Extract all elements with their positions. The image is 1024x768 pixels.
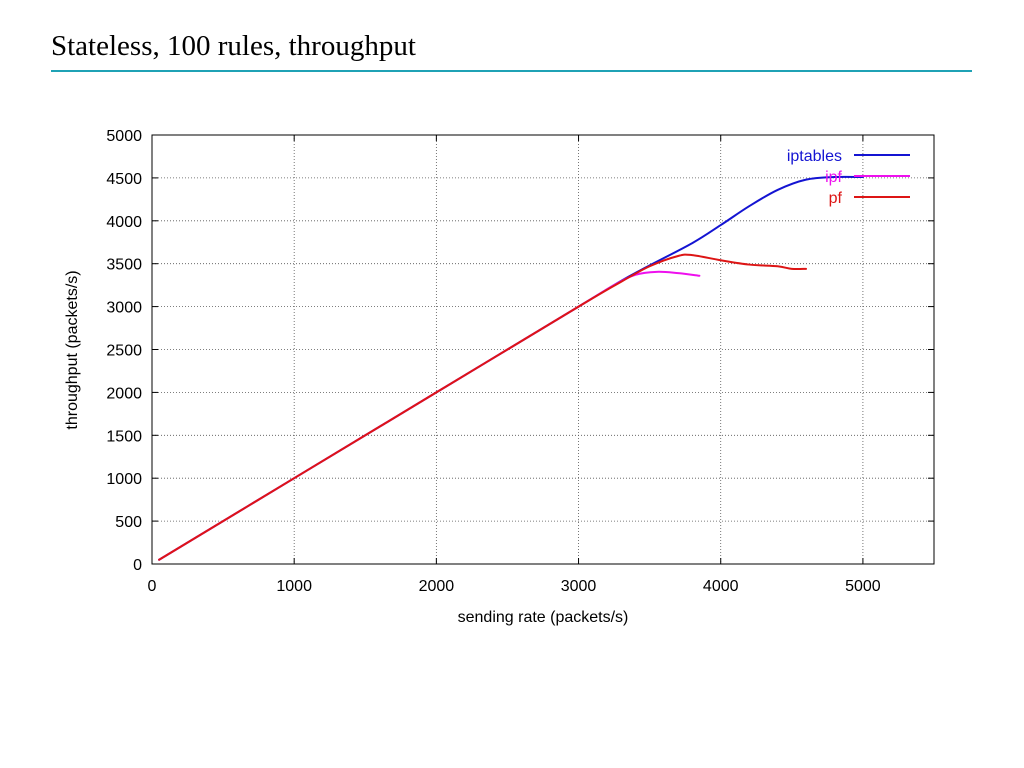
y-tick-label: 1000: [106, 471, 142, 488]
y-tick-label: 5000: [106, 128, 142, 145]
grid-lines: [152, 135, 934, 564]
legend: iptables ipf pf: [787, 148, 910, 207]
series-line-iptables: [158, 175, 864, 561]
y-tick-label: 2000: [106, 385, 142, 402]
series-line-ipf: [158, 270, 701, 561]
y-axis-title: throughput (packets/s): [64, 270, 81, 429]
x-tick-label: 4000: [703, 578, 739, 595]
y-tick-label: 2500: [106, 343, 142, 360]
legend-label-ipf: ipf: [825, 169, 842, 186]
y-tick-label: 4500: [106, 171, 142, 188]
x-tick-label: 0: [148, 578, 157, 595]
y-tick-label: 3000: [106, 300, 142, 317]
y-tick-label: 0: [133, 557, 142, 574]
y-tick-label: 3500: [106, 257, 142, 274]
axis-ticks: 0 500 1000 1500 2000 2500 3000 3500 4000 4500 5000…: [106, 128, 934, 595]
slide-title: Stateless, 100 rules, throughput: [51, 30, 416, 62]
x-axis-title: sending rate (packets/s): [458, 609, 629, 626]
x-tick-label: 2000: [419, 578, 455, 595]
legend-label-pf: pf: [829, 190, 843, 207]
y-tick-label: 4000: [106, 214, 142, 231]
y-tick-label: 500: [115, 514, 142, 531]
x-tick-label: 1000: [276, 578, 312, 595]
x-tick-label: 3000: [561, 578, 597, 595]
title-rule: [51, 70, 972, 72]
x-tick-label: 5000: [845, 578, 881, 595]
series-lines: [158, 175, 864, 561]
y-tick-label: 1500: [106, 428, 142, 445]
series-line-pf: [158, 253, 808, 561]
legend-label-iptables: iptables: [787, 148, 842, 165]
